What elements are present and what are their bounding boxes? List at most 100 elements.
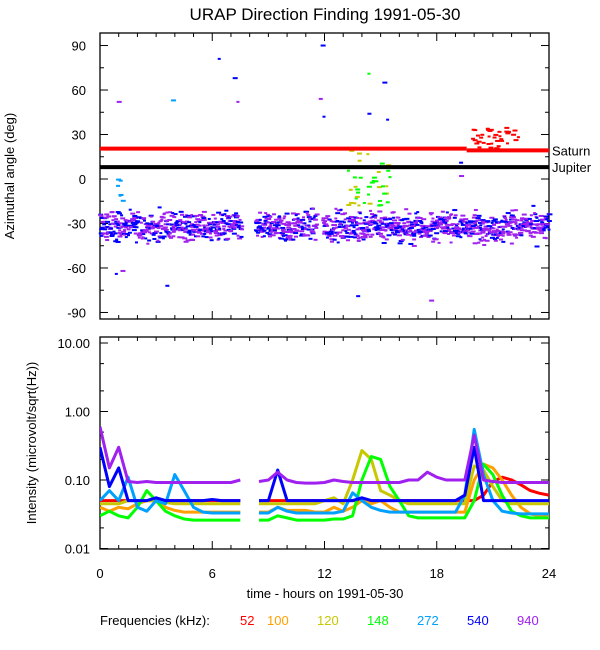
scatter-point — [340, 213, 346, 216]
scatter-point — [513, 139, 519, 142]
scatter-point — [110, 211, 115, 214]
scatter-point — [120, 214, 124, 217]
scatter-point — [237, 226, 242, 229]
scatter-point — [105, 220, 111, 223]
scatter-point — [171, 225, 175, 228]
scatter-point — [134, 241, 138, 244]
scatter-point — [181, 221, 186, 224]
scatter-point — [488, 146, 494, 149]
scatter-point — [159, 232, 163, 235]
scatter-point — [284, 239, 288, 242]
scatter-point — [277, 215, 281, 218]
scatter-point — [463, 218, 469, 221]
scatter-point — [231, 227, 237, 230]
scatter-point — [155, 225, 160, 228]
scatter-point — [360, 235, 364, 238]
scatter-point — [352, 176, 357, 179]
scatter-point — [185, 220, 190, 223]
scatter-point — [304, 224, 309, 227]
scatter-point — [124, 226, 129, 229]
scatter-point — [393, 233, 398, 236]
scatter-point — [389, 222, 395, 225]
scatter-point — [125, 221, 129, 224]
scatter-point — [269, 215, 273, 218]
scatter-point — [124, 236, 128, 239]
scatter-point — [255, 218, 261, 221]
scatter-point — [398, 226, 404, 229]
scatter-point — [358, 222, 363, 225]
scatter-point — [201, 217, 207, 220]
scatter-point — [144, 237, 148, 240]
scatter-point — [504, 218, 508, 221]
scatter-point — [374, 180, 379, 183]
scatter-point — [422, 229, 427, 232]
scatter-point — [105, 233, 109, 236]
scatter-point — [440, 222, 444, 225]
scatter-point — [408, 242, 414, 245]
scatter-point — [453, 230, 458, 233]
scatter-point — [116, 212, 122, 215]
scatter-point — [149, 232, 155, 235]
scatter-point — [220, 221, 226, 224]
scatter-point — [236, 234, 240, 237]
scatter-point — [489, 128, 494, 131]
scatter-point — [140, 229, 144, 232]
scatter-point — [431, 217, 435, 220]
scatter-point — [336, 209, 342, 212]
scatter-point — [437, 241, 441, 244]
scatter-point — [496, 145, 501, 148]
scatter-point — [100, 226, 106, 229]
scatter-point — [192, 230, 197, 233]
scatter-point — [346, 203, 352, 206]
scatter-point — [297, 224, 301, 227]
scatter-point — [190, 238, 196, 241]
scatter-point — [499, 225, 505, 228]
scatter-point — [459, 219, 465, 222]
scatter-point — [533, 231, 539, 234]
scatter-point — [384, 238, 389, 241]
scatter-point — [119, 232, 123, 235]
scatter-point — [423, 226, 429, 229]
scatter-point — [256, 231, 261, 234]
scatter-point — [485, 127, 490, 130]
scatter-point — [312, 218, 318, 221]
scatter-point — [405, 225, 409, 228]
intensity-panel: 10.00 1.00 0.10 0.01 0 6 12 18 24 — [57, 336, 556, 581]
scatter-point — [313, 238, 318, 241]
scatter-point — [276, 232, 281, 235]
scatter-point — [153, 230, 159, 233]
scatter-point — [311, 231, 316, 234]
scatter-point — [170, 223, 176, 226]
y-tick-label: -60 — [67, 261, 86, 276]
scatter-point — [501, 232, 506, 235]
scatter-point — [156, 226, 161, 229]
scatter-point — [231, 232, 237, 235]
scatter-point — [384, 223, 388, 226]
scatter-point — [392, 216, 396, 219]
scatter-point — [433, 225, 437, 228]
x-tick-label: 0 — [96, 566, 103, 581]
scatter-point — [524, 225, 529, 228]
scatter-point — [279, 219, 283, 222]
scatter-point — [131, 229, 137, 232]
scatter-point — [201, 228, 207, 231]
scatter-point — [417, 216, 423, 219]
scatter-point — [282, 217, 286, 220]
scatter-point — [112, 215, 116, 218]
scatter-point — [354, 195, 360, 198]
scatter-point — [195, 223, 200, 226]
scatter-point — [294, 214, 298, 217]
scatter-point — [364, 233, 370, 236]
scatter-point — [334, 231, 339, 234]
scatter-point — [400, 238, 405, 241]
scatter-point — [516, 136, 520, 139]
bottom-frame — [99, 336, 550, 550]
scatter-point — [479, 136, 484, 139]
scatter-point — [477, 221, 483, 224]
scatter-point — [357, 159, 362, 162]
scatter-point — [201, 235, 206, 238]
scatter-point — [534, 245, 540, 248]
scatter-point — [457, 231, 461, 234]
scatter-point — [365, 226, 369, 229]
scatter-point — [260, 222, 264, 225]
